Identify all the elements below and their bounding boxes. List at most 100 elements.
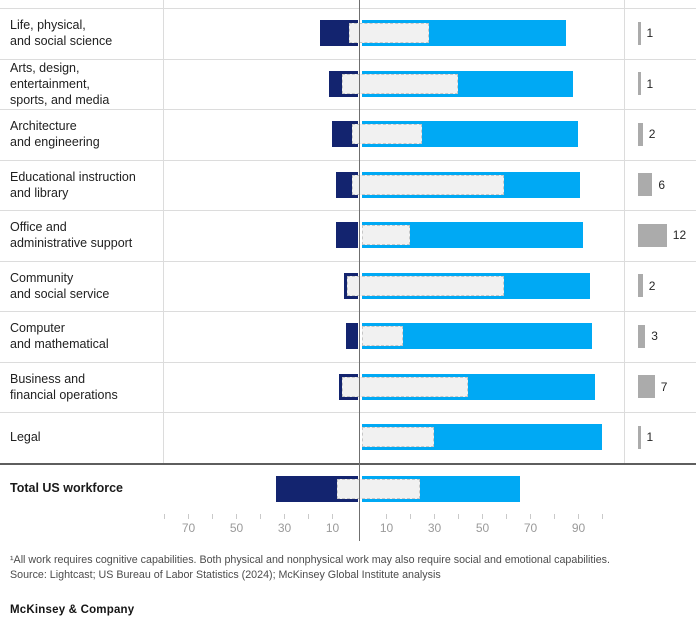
total-row-divider: [0, 462, 696, 465]
dashed-overlay-bar: [351, 174, 504, 195]
axis-tick: [410, 514, 411, 519]
row-label-line: Arts, design, entertainment,: [10, 60, 90, 91]
axis-tick: [602, 514, 603, 519]
row-label-line: and library: [10, 185, 69, 200]
employment-note-bar: [638, 72, 641, 96]
axis-tick: [554, 514, 555, 519]
row-separator: [0, 109, 696, 110]
axis-tick-label: 50: [475, 521, 490, 535]
axis-tick: [164, 514, 165, 519]
employment-note-bar: [638, 375, 655, 399]
axis-tick: [482, 514, 483, 519]
dark-blue-bar-left: [346, 323, 358, 350]
axis-tick: [386, 514, 387, 519]
row-label-line: Office and: [10, 220, 67, 235]
employment-note-value: 6: [658, 177, 666, 192]
row-label-line: Community: [10, 270, 74, 285]
employment-note-bar: [638, 122, 643, 146]
row-label: Legal: [10, 412, 158, 463]
axis-tick: [578, 514, 579, 519]
row-separator: [0, 8, 696, 9]
dashed-overlay-bar: [351, 124, 422, 145]
axis-tick-label: 90: [571, 521, 586, 535]
total-row-label: Total US workforce: [10, 480, 123, 495]
dashed-overlay-bar: [347, 275, 504, 296]
employment-note-bar: [638, 173, 653, 197]
footnote-line-1: ¹All work requires cognitive capabilitie…: [10, 554, 610, 566]
row-label: Business and financial operations: [10, 362, 158, 413]
row-label-line: and social service: [10, 286, 110, 301]
row-label-line: and mathematical: [10, 337, 109, 352]
row-label-line: Legal: [10, 430, 41, 445]
axis-tick-label: 30: [427, 521, 442, 535]
employment-note-bar: [638, 274, 643, 298]
row-label: Community and social service: [10, 261, 158, 312]
dashed-overlay-bar: [337, 479, 420, 500]
row-label-line: and engineering: [10, 135, 100, 150]
axis-tick: [260, 514, 261, 519]
axis-tick: [236, 514, 237, 519]
row-separator: [0, 260, 696, 262]
axis-tick: [212, 514, 213, 519]
axis-tick-label: 70: [181, 521, 196, 535]
dashed-overlay-bar: [349, 23, 430, 44]
row-label: Arts, design, entertainment, sports, and …: [10, 59, 158, 110]
employment-note-bar: [638, 21, 641, 45]
row-label-line: Educational instruction: [10, 169, 136, 184]
axis-tick-label: 50: [229, 521, 244, 535]
row-label: Office and administrative support: [10, 210, 158, 261]
axis-tick: [332, 514, 333, 519]
axis-tick: [284, 514, 285, 519]
employment-note-value: 3: [651, 329, 658, 344]
row-separator: [0, 361, 696, 363]
axis-tick: [506, 514, 507, 519]
axis-tick: [188, 514, 189, 519]
employment-note-bar: [638, 324, 646, 348]
mckinsey-logo: McKinsey & Company: [10, 604, 135, 616]
row-label-line: Architecture: [10, 119, 77, 134]
center-axis-line: [358, 0, 360, 541]
row-label-line: financial operations: [10, 387, 118, 402]
row-label: Educational instruction and library: [10, 160, 158, 211]
axis-tick-label: 10: [379, 521, 394, 535]
axis-tick-label: 30: [277, 521, 292, 535]
dashed-overlay-bar: [342, 73, 458, 94]
row-label-line: Business and: [10, 371, 86, 386]
axis-tick-label: 10: [325, 521, 340, 535]
dashed-overlay-bar: [362, 427, 434, 448]
employment-note-value: 2: [648, 278, 656, 293]
footnote: ¹All work requires cognitive capabilitie…: [10, 553, 670, 582]
row-label: Computer and mathematical: [10, 311, 158, 362]
row-separator: [0, 58, 696, 60]
employment-note-bar: [638, 223, 667, 247]
row-label-line: administrative support: [10, 236, 133, 251]
employment-note-value: 12: [672, 228, 687, 243]
employment-note-value: 2: [648, 127, 656, 142]
row-label-line: sports, and media: [10, 92, 110, 107]
employment-note-value: 1: [646, 430, 654, 445]
footnote-line-2: Source: Lightcast; US Bureau of Labor St…: [10, 568, 441, 581]
row-label-line: Life, physical,: [10, 18, 86, 33]
note-column-divider: [623, 0, 625, 463]
axis-tick: [434, 514, 435, 519]
row-separator: [0, 210, 696, 211]
row-label-line: and social science: [10, 34, 113, 49]
row-label-line: Computer: [10, 321, 65, 336]
dashed-overlay-bar: [362, 326, 403, 347]
axis-tick: [308, 514, 309, 519]
axis-tick: [530, 514, 531, 519]
dark-blue-bar-left: [336, 222, 358, 249]
label-column-divider: [162, 0, 164, 463]
row-label: Life, physical, and social science: [10, 8, 158, 59]
axis-tick: [458, 514, 459, 519]
dashed-overlay-bar: [342, 376, 468, 397]
employment-note-value: 1: [646, 26, 654, 41]
row-label: Architecture and engineering: [10, 109, 158, 160]
axis-tick-label: 70: [523, 521, 538, 535]
employment-note-value: 1: [646, 76, 654, 91]
row-separator: [0, 311, 696, 312]
employment-note-value: 7: [660, 379, 668, 394]
row-separator: [0, 412, 696, 413]
row-separator: [0, 159, 696, 161]
